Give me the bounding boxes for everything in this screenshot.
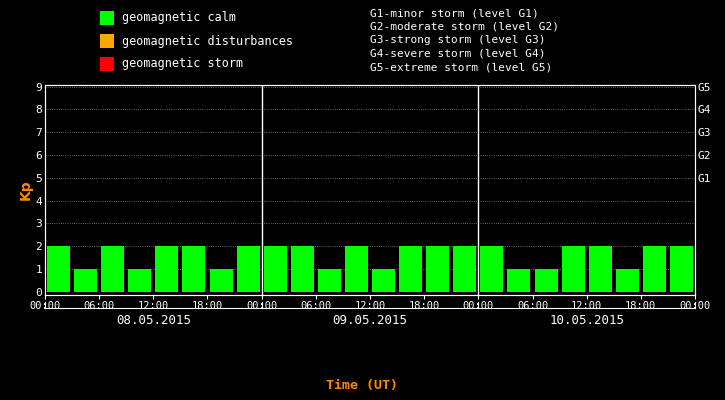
Bar (74, 269, 97, 292)
Text: geomagnetic calm: geomagnetic calm (122, 12, 236, 24)
Bar (155, 246, 178, 292)
Bar (399, 246, 422, 292)
Bar (128, 269, 152, 292)
Y-axis label: Kp: Kp (19, 180, 33, 200)
Bar (616, 269, 639, 292)
Bar (345, 246, 368, 292)
Text: G5-extreme storm (level G5): G5-extreme storm (level G5) (370, 62, 552, 72)
Bar (100, 57, 114, 71)
Text: G2-moderate storm (level G2): G2-moderate storm (level G2) (370, 22, 559, 32)
Bar (562, 246, 584, 292)
Text: geomagnetic storm: geomagnetic storm (122, 58, 243, 70)
Bar (236, 246, 260, 292)
Bar (100, 11, 114, 25)
Bar (481, 246, 503, 292)
Text: Time (UT): Time (UT) (326, 378, 399, 392)
Bar (100, 34, 114, 48)
Bar (453, 246, 476, 292)
Bar (507, 269, 531, 292)
Text: G4-severe storm (level G4): G4-severe storm (level G4) (370, 48, 545, 58)
Bar (426, 246, 450, 292)
Text: G1-minor storm (level G1): G1-minor storm (level G1) (370, 8, 539, 18)
Bar (264, 246, 286, 292)
Bar (589, 246, 612, 292)
Bar (183, 246, 205, 292)
Bar (643, 246, 666, 292)
Bar (318, 269, 341, 292)
Text: geomagnetic disturbances: geomagnetic disturbances (122, 34, 293, 48)
Text: 08.05.2015: 08.05.2015 (116, 314, 191, 326)
Bar (102, 246, 124, 292)
Bar (534, 269, 558, 292)
Text: 09.05.2015: 09.05.2015 (333, 314, 407, 326)
Bar (291, 246, 314, 292)
Text: G3-strong storm (level G3): G3-strong storm (level G3) (370, 35, 545, 45)
Bar (670, 246, 693, 292)
Bar (47, 246, 70, 292)
Bar (210, 269, 233, 292)
Bar (372, 269, 395, 292)
Text: 10.05.2015: 10.05.2015 (549, 314, 624, 326)
